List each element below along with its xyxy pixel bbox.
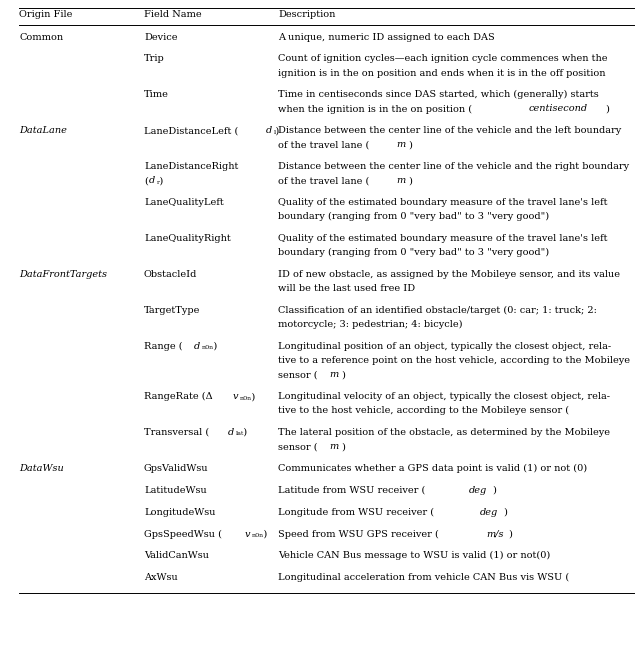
Text: Time: Time xyxy=(144,90,169,100)
Text: m: m xyxy=(396,176,406,185)
Text: ): ) xyxy=(504,508,508,516)
Text: Transversal (: Transversal ( xyxy=(144,428,209,437)
Text: of the travel lane (: of the travel lane ( xyxy=(278,176,370,185)
Text: GpsSpeedWsu (: GpsSpeedWsu ( xyxy=(144,530,222,538)
Text: Device: Device xyxy=(144,33,177,41)
Text: m: m xyxy=(396,140,406,150)
Text: ): ) xyxy=(605,104,609,114)
Text: ₗ): ₗ) xyxy=(274,126,280,136)
Text: ): ) xyxy=(492,486,496,495)
Text: v: v xyxy=(232,392,238,401)
Text: ValidCanWsu: ValidCanWsu xyxy=(144,551,209,560)
Text: Vehicle CAN Bus message to WSU is valid (1) or not(0): Vehicle CAN Bus message to WSU is valid … xyxy=(278,551,550,560)
Text: centisecond: centisecond xyxy=(529,104,588,114)
Text: DataLane: DataLane xyxy=(19,126,67,136)
Text: Count of ignition cycles—each ignition cycle commences when the: Count of ignition cycles—each ignition c… xyxy=(278,54,608,63)
Text: LaneDistanceLeft (: LaneDistanceLeft ( xyxy=(144,126,238,136)
Text: boundary (ranging from 0 "very bad" to 3 "very good"): boundary (ranging from 0 "very bad" to 3… xyxy=(278,248,550,257)
Text: ignition is in the on position and ends when it is in the off position: ignition is in the on position and ends … xyxy=(278,69,606,77)
Text: will be the last used free ID: will be the last used free ID xyxy=(278,284,415,293)
Text: d: d xyxy=(228,428,234,437)
Text: Longitudinal position of an object, typically the closest object, rela-: Longitudinal position of an object, typi… xyxy=(278,342,612,351)
Text: AxWsu: AxWsu xyxy=(144,573,178,582)
Text: Longitudinal velocity of an object, typically the closest object, rela-: Longitudinal velocity of an object, typi… xyxy=(278,392,611,401)
Text: Longitudinal acceleration from vehicle CAN Bus vis WSU (: Longitudinal acceleration from vehicle C… xyxy=(278,573,570,582)
Text: Time in centiseconds since DAS started, which (generally) starts: Time in centiseconds since DAS started, … xyxy=(278,90,599,100)
Text: ): ) xyxy=(342,442,346,451)
Text: Communicates whether a GPS data point is valid (1) or not (0): Communicates whether a GPS data point is… xyxy=(278,464,588,473)
Text: Quality of the estimated boundary measure of the travel lane's left: Quality of the estimated boundary measur… xyxy=(278,234,608,243)
Text: Description: Description xyxy=(278,10,336,19)
Text: m/s: m/s xyxy=(486,530,504,538)
Text: m: m xyxy=(330,370,339,379)
Text: Latitude from WSU receiver (: Latitude from WSU receiver ( xyxy=(278,486,426,495)
Text: tive to a reference point on the host vehicle, according to the Mobileye: tive to a reference point on the host ve… xyxy=(278,356,630,365)
Text: deg: deg xyxy=(468,486,487,495)
Text: ): ) xyxy=(342,370,346,379)
Text: of the travel lane (: of the travel lane ( xyxy=(278,140,370,150)
Text: d: d xyxy=(194,342,200,351)
Text: LaneQualityLeft: LaneQualityLeft xyxy=(144,198,224,207)
Text: A unique, numeric ID assigned to each DAS: A unique, numeric ID assigned to each DA… xyxy=(278,33,495,41)
Text: ): ) xyxy=(408,140,412,150)
Text: ₙ₀ₙ): ₙ₀ₙ) xyxy=(252,530,268,538)
Text: sensor (: sensor ( xyxy=(278,442,318,451)
Text: ID of new obstacle, as assigned by the Mobileye sensor, and its value: ID of new obstacle, as assigned by the M… xyxy=(278,270,620,279)
Text: m: m xyxy=(330,442,339,451)
Text: ₗₐₜ): ₗₐₜ) xyxy=(236,428,248,437)
Text: tive to the host vehicle, according to the Mobileye sensor (: tive to the host vehicle, according to t… xyxy=(278,406,570,415)
Text: Quality of the estimated boundary measure of the travel lane's left: Quality of the estimated boundary measur… xyxy=(278,198,608,207)
Text: GpsValidWsu: GpsValidWsu xyxy=(144,464,209,473)
Text: DataFrontTargets: DataFrontTargets xyxy=(19,270,108,279)
Text: d: d xyxy=(266,126,272,136)
Text: Longitude from WSU receiver (: Longitude from WSU receiver ( xyxy=(278,508,435,517)
Text: when the ignition is in the on position (: when the ignition is in the on position … xyxy=(278,104,472,114)
Text: The lateral position of the obstacle, as determined by the Mobileye: The lateral position of the obstacle, as… xyxy=(278,428,611,437)
Text: Classification of an identified obstacle/target (0: car; 1: truck; 2:: Classification of an identified obstacle… xyxy=(278,306,597,315)
Text: DataWsu: DataWsu xyxy=(19,464,64,473)
Text: Trip: Trip xyxy=(144,54,164,63)
Text: motorcycle; 3: pedestrian; 4: bicycle): motorcycle; 3: pedestrian; 4: bicycle) xyxy=(278,320,463,329)
Text: Distance between the center line of the vehicle and the left boundary: Distance between the center line of the … xyxy=(278,126,621,136)
Text: LatitudeWsu: LatitudeWsu xyxy=(144,486,207,495)
Text: boundary (ranging from 0 "very bad" to 3 "very good"): boundary (ranging from 0 "very bad" to 3… xyxy=(278,212,550,221)
Text: v: v xyxy=(244,530,250,538)
Text: Range (: Range ( xyxy=(144,342,182,351)
Text: ): ) xyxy=(509,530,513,538)
Text: sensor (: sensor ( xyxy=(278,370,318,379)
Text: (: ( xyxy=(144,176,148,185)
Text: TargetType: TargetType xyxy=(144,306,200,315)
Text: RangeRate (Δ: RangeRate (Δ xyxy=(144,392,212,401)
Text: Distance between the center line of the vehicle and the right boundary: Distance between the center line of the … xyxy=(278,162,630,171)
Text: LaneDistanceRight: LaneDistanceRight xyxy=(144,162,238,171)
Text: Origin File: Origin File xyxy=(19,10,72,19)
Text: Field Name: Field Name xyxy=(144,10,202,19)
Text: ₙ₀ₙ): ₙ₀ₙ) xyxy=(202,342,218,351)
Text: ): ) xyxy=(408,176,412,185)
Text: d: d xyxy=(149,176,156,185)
Text: Speed from WSU GPS receiver (: Speed from WSU GPS receiver ( xyxy=(278,530,439,538)
Text: ᵣ): ᵣ) xyxy=(157,176,164,185)
Text: LongitudeWsu: LongitudeWsu xyxy=(144,508,216,516)
Text: Common: Common xyxy=(19,33,63,41)
Text: LaneQualityRight: LaneQualityRight xyxy=(144,234,231,243)
Text: deg: deg xyxy=(480,508,498,516)
Text: ObstacleId: ObstacleId xyxy=(144,270,197,279)
Text: ₙ₀ₙ): ₙ₀ₙ) xyxy=(239,392,256,401)
